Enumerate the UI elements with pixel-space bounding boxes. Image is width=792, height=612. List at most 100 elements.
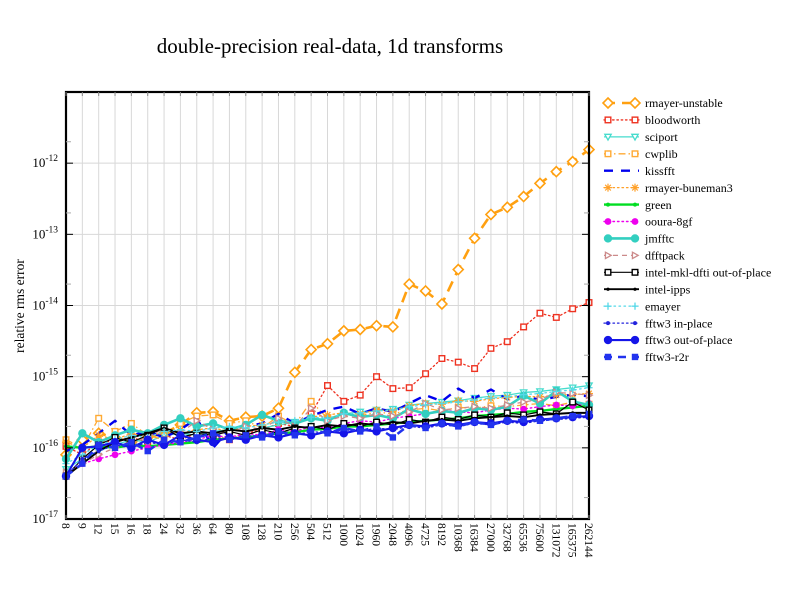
- marker-plus: [225, 422, 234, 431]
- marker-diamond: [517, 190, 530, 203]
- marker-dot: [325, 423, 330, 427]
- marker-circle: [257, 410, 267, 420]
- marker-square-filled: [487, 421, 495, 429]
- marker-star: [631, 183, 639, 192]
- marker-square: [631, 150, 639, 158]
- legend-label: green: [645, 198, 672, 212]
- marker-plus: [536, 389, 544, 398]
- y-tick-label: 10-17: [32, 510, 58, 526]
- marker-plus: [438, 399, 446, 408]
- marker-plus: [258, 421, 266, 429]
- marker-diamond: [305, 343, 318, 356]
- x-tick-label: 1024: [353, 523, 365, 546]
- marker-circle: [78, 429, 87, 438]
- marker-triangle-right: [193, 416, 202, 426]
- x-tick-label: 2048: [386, 523, 398, 546]
- marker-circle: [603, 234, 613, 243]
- marker-plus: [487, 394, 495, 402]
- marker-plus: [454, 398, 462, 406]
- marker-circle: [339, 429, 349, 438]
- marker-square-filled: [291, 432, 299, 439]
- x-tick-label: 16: [124, 523, 136, 535]
- marker-diamond: [533, 177, 547, 190]
- x-tick-label: 4096: [402, 523, 414, 546]
- marker-square-filled: [631, 353, 639, 361]
- legend-label: cwplib: [645, 147, 678, 161]
- x-tick-label: 1960: [370, 523, 382, 546]
- marker-plus: [389, 406, 397, 414]
- marker-triangle-right: [438, 405, 447, 415]
- marker-square: [604, 116, 612, 124]
- marker-triangle-right: [604, 251, 613, 260]
- marker-plus: [552, 387, 560, 396]
- marker-dot: [391, 420, 395, 424]
- marker-square: [95, 414, 103, 422]
- marker-diamond: [484, 208, 498, 221]
- marker-square: [503, 338, 511, 346]
- marker-diamond: [550, 165, 563, 178]
- marker-dot: [633, 287, 637, 291]
- marker-triangle-right: [631, 251, 640, 260]
- series: [59, 143, 596, 481]
- x-tick-label: 24: [157, 523, 169, 535]
- marker-square: [356, 391, 364, 399]
- y-tick-label: 10-15: [32, 368, 58, 384]
- marker-plus: [520, 390, 528, 399]
- marker-diamond: [386, 320, 400, 334]
- marker-circle: [388, 423, 398, 433]
- marker-square: [604, 268, 612, 276]
- marker-circle: [630, 335, 640, 345]
- marker-circle: [421, 409, 430, 419]
- marker-circle: [603, 335, 613, 345]
- marker-circle: [127, 425, 136, 434]
- marker-plus: [127, 431, 135, 439]
- marker-square-filled: [324, 430, 331, 437]
- grid: [66, 92, 589, 519]
- marker-square: [569, 398, 577, 406]
- x-tick-label: 12: [92, 523, 104, 535]
- marker-square: [340, 397, 348, 405]
- marker-square: [422, 370, 430, 378]
- marker-square: [127, 419, 135, 427]
- legend-label: dfftpack: [645, 249, 685, 263]
- marker-plus: [470, 396, 479, 404]
- marker-dot: [423, 419, 428, 423]
- marker-square-filled: [79, 460, 86, 467]
- marker-plus: [569, 386, 577, 394]
- marker-square-filled: [193, 434, 200, 441]
- marker-circle: [208, 437, 218, 447]
- x-tick-label: 65536: [517, 523, 529, 552]
- marker-diamond: [501, 201, 514, 214]
- marker-diamond: [272, 402, 285, 415]
- marker-triangle-down: [630, 133, 640, 142]
- x-tick-label: 64: [206, 523, 218, 535]
- marker-square-filled: [455, 423, 462, 430]
- marker-dot: [293, 424, 297, 429]
- legend-label: emayer: [645, 299, 680, 313]
- marker-square: [438, 354, 446, 362]
- x-tick-label: 27000: [484, 523, 496, 552]
- x-tick-label: 256: [288, 523, 300, 541]
- y-tick-label: 10-13: [32, 225, 58, 241]
- legend-item-cwplib: cwplib: [604, 147, 678, 161]
- marker-plus: [372, 407, 381, 415]
- marker-square-filled: [275, 428, 282, 435]
- marker-circle: [306, 431, 316, 440]
- x-tick-label: 32768: [500, 523, 512, 552]
- chart-title: double-precision real-data, 1d transform…: [157, 34, 503, 58]
- marker-circle: [143, 435, 152, 444]
- x-tick-label: 131072: [549, 523, 561, 558]
- marker-square-filled: [144, 447, 151, 455]
- legend-label: fftw3 in-place: [645, 316, 712, 330]
- x-tick-label: 80: [222, 523, 234, 535]
- marker-plus: [340, 410, 348, 418]
- marker-plus: [503, 393, 511, 401]
- y-axis-title: relative rms error: [12, 259, 27, 353]
- x-tick-label: 32: [173, 523, 185, 535]
- marker-circle: [631, 218, 639, 225]
- legend-item-rmayer-unstable: rmayer-unstable: [601, 96, 723, 110]
- marker-triangle-right: [487, 403, 496, 413]
- marker-square: [307, 397, 315, 405]
- marker-square-filled: [553, 415, 560, 422]
